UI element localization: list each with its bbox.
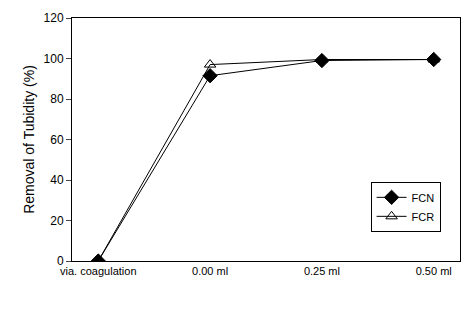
svg-text:Removal of Tubidity (%): Removal of Tubidity (%)	[21, 65, 37, 214]
svg-text:80: 80	[50, 92, 64, 106]
svg-text:FCR: FCR	[412, 211, 435, 223]
svg-text:120: 120	[44, 11, 64, 25]
svg-text:100: 100	[44, 52, 64, 66]
svg-text:FCN: FCN	[412, 192, 435, 204]
svg-text:20: 20	[50, 214, 64, 228]
svg-text:via. coagulation: via. coagulation	[60, 265, 136, 277]
svg-text:0.50 ml: 0.50 ml	[416, 265, 452, 277]
svg-text:0.25 ml: 0.25 ml	[304, 265, 340, 277]
svg-text:0: 0	[57, 254, 64, 268]
svg-text:0.00 ml: 0.00 ml	[192, 265, 228, 277]
svg-text:60: 60	[50, 133, 64, 147]
svg-text:40: 40	[50, 173, 64, 187]
